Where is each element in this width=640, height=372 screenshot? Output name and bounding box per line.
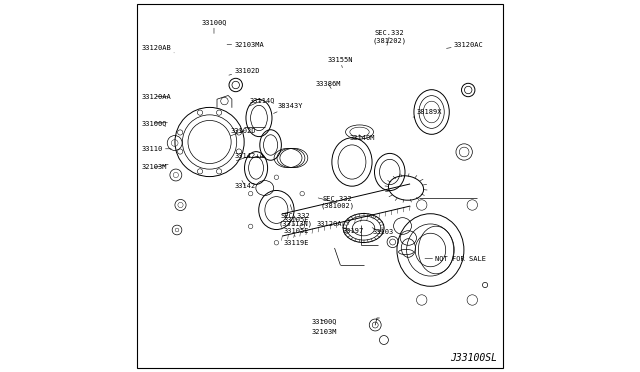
Text: 33120A: 33120A: [316, 221, 342, 227]
Text: NOT FOR SALE: NOT FOR SALE: [425, 256, 486, 262]
Text: 33105E: 33105E: [284, 216, 309, 223]
Text: 33120AA: 33120AA: [141, 94, 171, 100]
Text: 33100Q: 33100Q: [312, 318, 337, 324]
Text: 33114Q: 33114Q: [250, 97, 275, 106]
Text: 38343Y: 38343Y: [273, 103, 303, 113]
Text: 33100Q: 33100Q: [141, 120, 168, 126]
Text: SEC.332
(381002): SEC.332 (381002): [318, 196, 354, 209]
Text: SEC.332
(33113N): SEC.332 (33113N): [278, 205, 312, 227]
Text: 33105E: 33105E: [284, 223, 309, 234]
Text: 33386M: 33386M: [316, 81, 341, 89]
Text: 33155N: 33155N: [328, 57, 353, 68]
Text: 33102D: 33102D: [231, 128, 256, 136]
Text: 33142+A: 33142+A: [234, 153, 264, 161]
Text: 33120AC: 33120AC: [447, 42, 484, 48]
Text: 33197: 33197: [342, 228, 364, 234]
Text: 33120AB: 33120AB: [141, 45, 174, 53]
Text: 33103: 33103: [372, 228, 394, 235]
Text: 33142: 33142: [234, 180, 256, 189]
Text: 33102D: 33102D: [229, 68, 260, 75]
Text: 38189X: 38189X: [413, 109, 442, 117]
Text: SEC.332
(381202): SEC.332 (381202): [372, 31, 406, 45]
Text: 32103MA: 32103MA: [227, 42, 264, 48]
Text: J33100SL: J33100SL: [450, 353, 497, 363]
Text: 32103M: 32103M: [312, 329, 337, 335]
Text: 33119E: 33119E: [284, 235, 309, 246]
Text: 33100Q: 33100Q: [201, 19, 227, 33]
Text: 33110: 33110: [141, 146, 172, 152]
Text: 32103M: 32103M: [141, 164, 168, 170]
Text: 33140M: 33140M: [349, 135, 375, 141]
